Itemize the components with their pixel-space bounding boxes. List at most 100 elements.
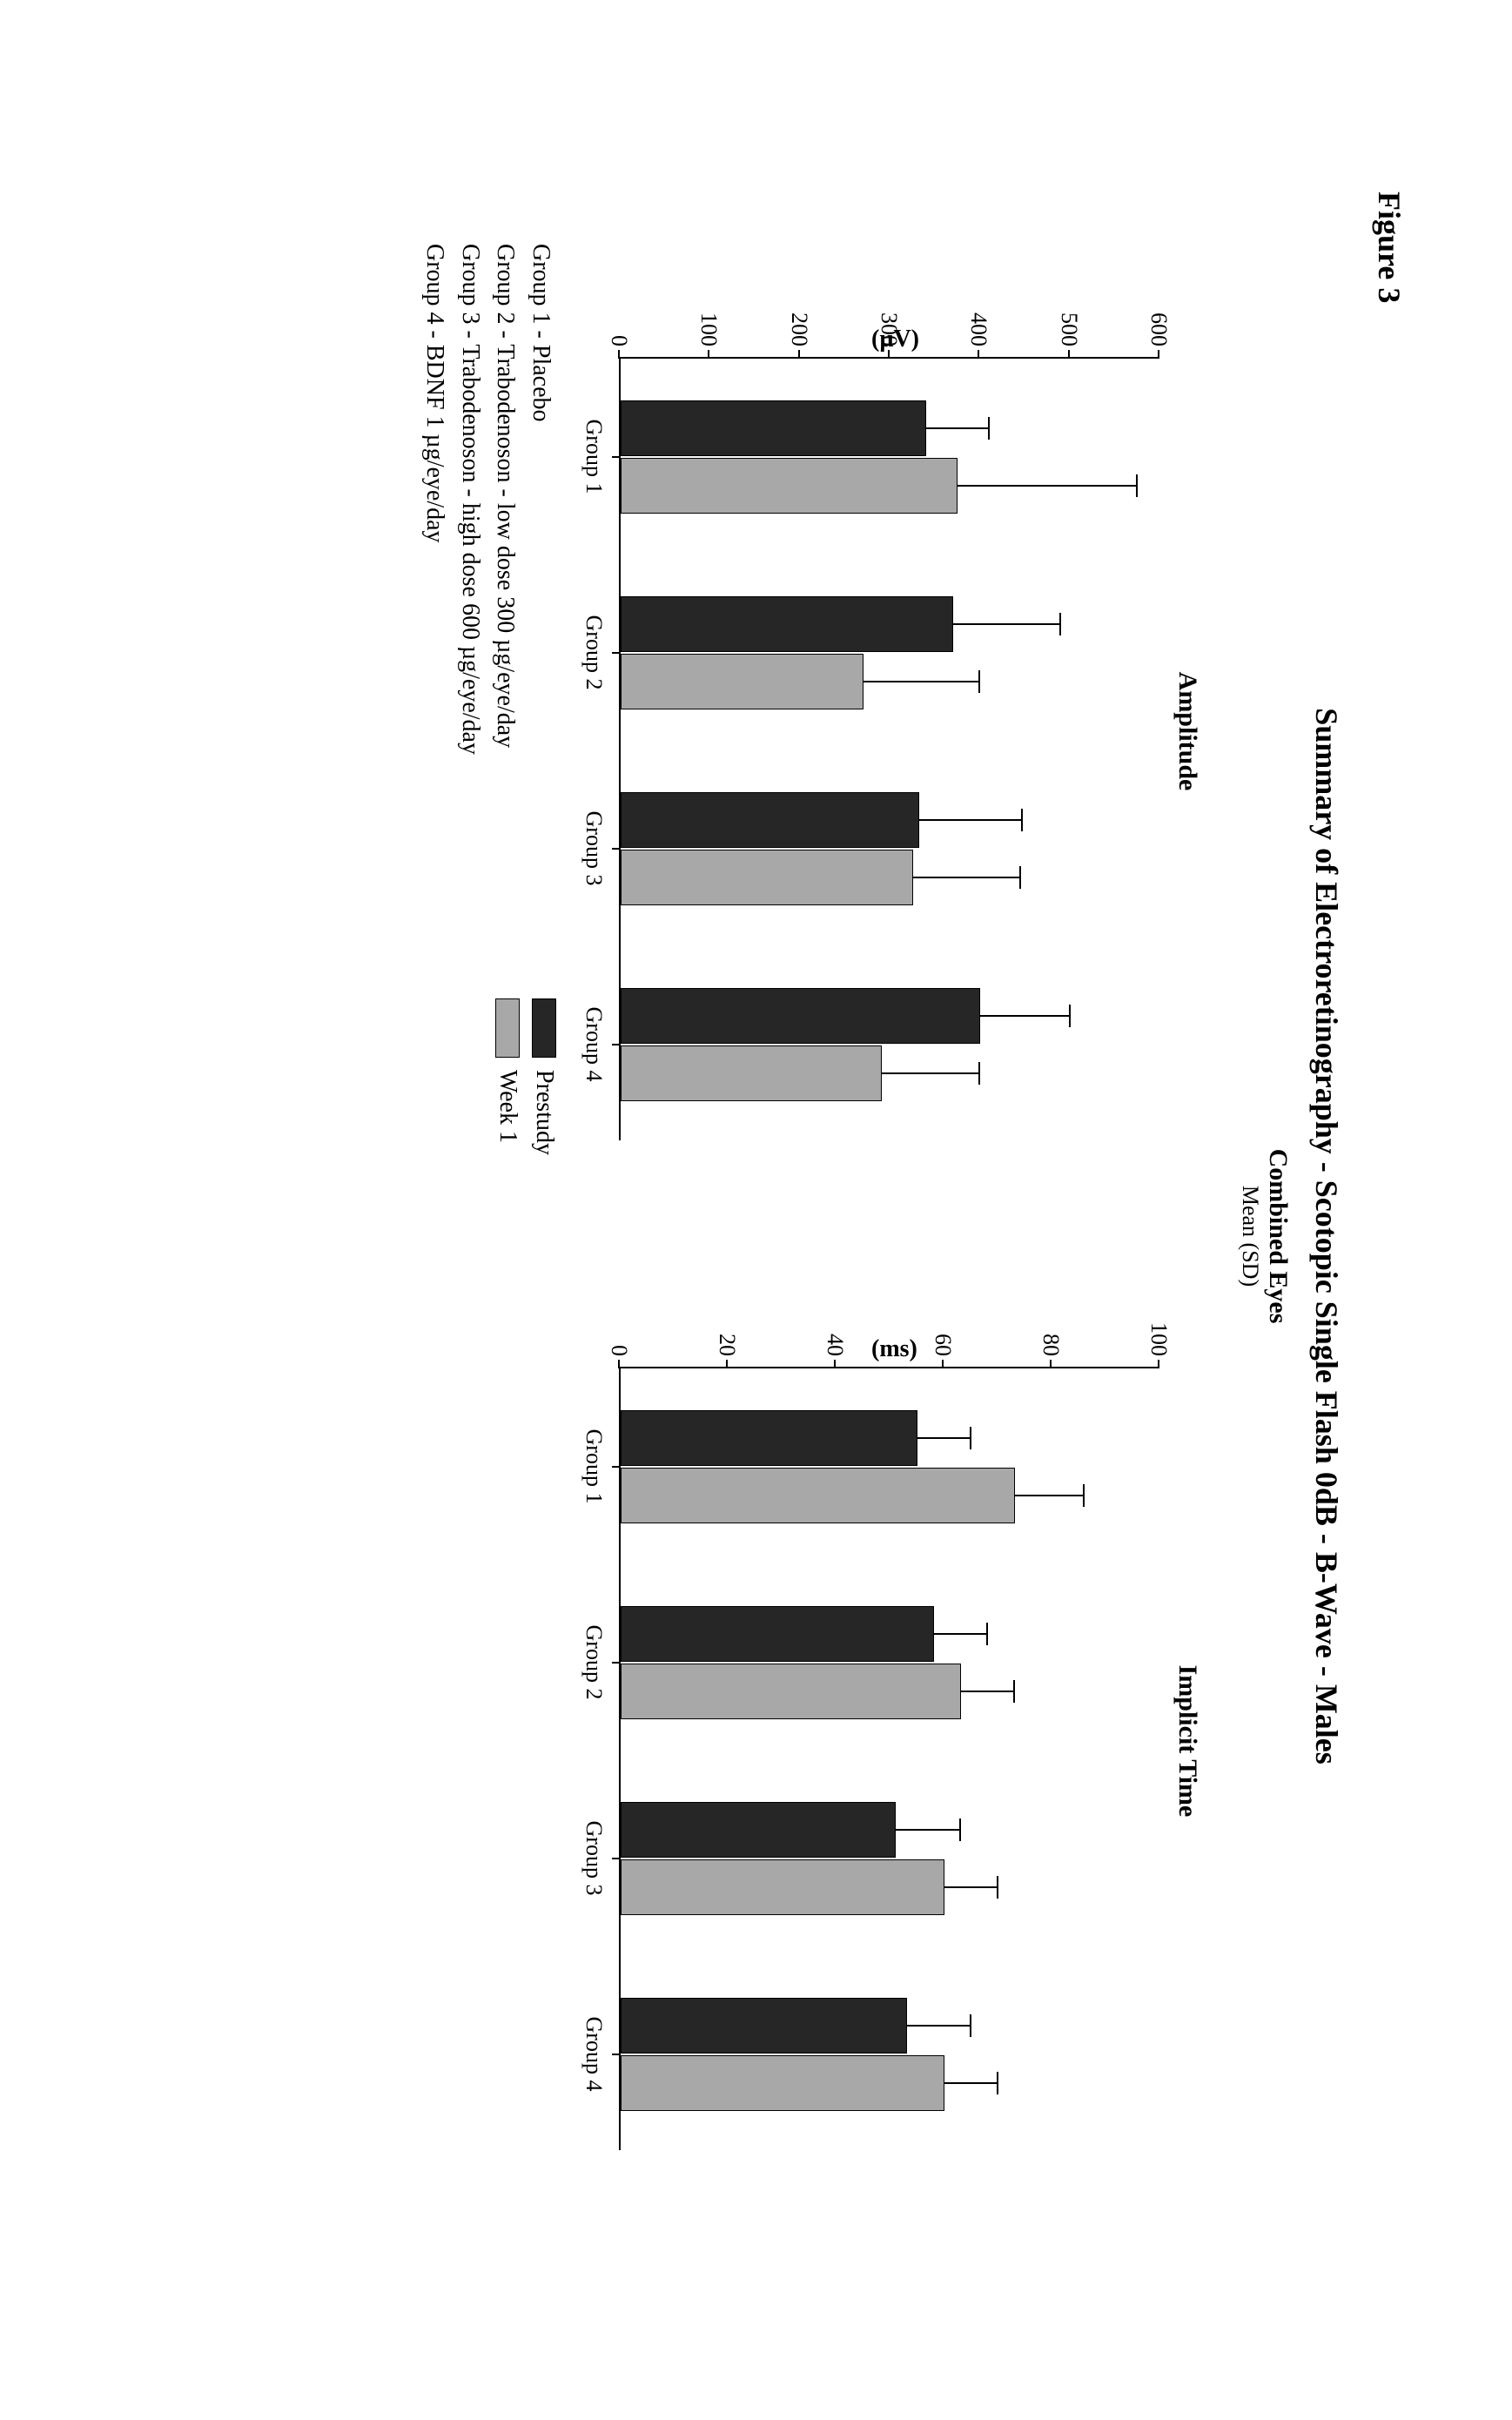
- bar-prestudy: [621, 988, 980, 1044]
- error-cap: [986, 1623, 988, 1645]
- chart-amplitude: 0100200300400500600Group 1Group 2Group 3…: [619, 357, 1159, 1140]
- y-tick: [708, 350, 709, 359]
- y-tick-label: 400: [965, 313, 991, 346]
- legend-swatch-week1: [495, 998, 520, 1058]
- bar-group: [621, 1606, 961, 1719]
- error-cap: [978, 670, 980, 693]
- bar-week1: [621, 2055, 944, 2111]
- error-bar: [944, 2082, 998, 2084]
- x-tick-label: Group 2: [581, 615, 607, 690]
- error-cap: [1021, 809, 1023, 831]
- y-tick: [618, 350, 620, 359]
- bar-week1: [621, 1045, 882, 1101]
- x-tick-label: Group 4: [581, 1007, 607, 1082]
- legend-item-prestudy: Prestudy: [530, 998, 558, 1155]
- bottom-row: Group 1 - PlaceboGroup 2 - Trabodenoson …: [417, 192, 558, 2281]
- y-tick: [726, 1360, 728, 1368]
- y-tick-label: 300: [876, 313, 902, 346]
- y-tick-label: 60: [930, 1334, 956, 1356]
- error-bar: [960, 1691, 1014, 1692]
- bar-prestudy: [621, 792, 919, 848]
- chart-implicit: 020406080100Group 1Group 2Group 3Group 4: [619, 1367, 1159, 2150]
- group-definition-line: Group 3 - Trabodenoson - high dose 600 µ…: [452, 244, 487, 755]
- error-bar: [958, 485, 1138, 487]
- legend-swatch-prestudy: [532, 998, 556, 1058]
- y-tick: [1050, 1360, 1052, 1368]
- x-tick: [612, 2054, 621, 2055]
- bar-week1: [621, 1468, 1015, 1523]
- y-tick: [834, 1360, 836, 1368]
- y-tick-label: 200: [786, 313, 812, 346]
- group-definition-line: Group 4 - BDNF 1 µg/eye/day: [417, 244, 453, 755]
- y-tick-label: 100: [1146, 1322, 1172, 1356]
- error-cap: [997, 2072, 998, 2094]
- y-tick: [942, 1360, 944, 1368]
- x-tick: [612, 1044, 621, 1045]
- y-tick: [978, 350, 979, 359]
- error-cap: [997, 1876, 998, 1899]
- panels-row: Amplitude (µV)0100200300400500600Group 1G…: [619, 192, 1202, 2281]
- y-tick-label: 600: [1146, 313, 1172, 346]
- rotated-page-wrapper: Figure 3 Summary of Electroretinography …: [0, 0, 1512, 2420]
- error-bar: [917, 1437, 971, 1439]
- error-cap: [1083, 1484, 1085, 1507]
- error-bar: [979, 1015, 1069, 1017]
- bar-group: [621, 1998, 944, 2111]
- y-tick-label: 0: [606, 335, 632, 346]
- error-cap: [1136, 474, 1138, 497]
- x-tick: [612, 848, 621, 850]
- chart-region: (µV)0100200300400500600Group 1Group 2Gro…: [619, 322, 1159, 1140]
- error-bar: [906, 2025, 971, 2027]
- bar-group: [621, 596, 953, 709]
- figure-label: Figure 3: [1371, 192, 1408, 2281]
- x-tick: [612, 456, 621, 458]
- error-cap: [1059, 613, 1061, 635]
- error-bar: [895, 1829, 959, 1831]
- x-tick-label: Group 3: [581, 811, 607, 886]
- bar-group: [621, 1802, 944, 1915]
- panel-implicit: Implicit Time(ms)020406080100Group 1Grou…: [619, 1332, 1202, 2150]
- error-cap: [988, 417, 990, 440]
- x-tick-label: Group 2: [581, 1625, 607, 1700]
- bar-prestudy: [621, 400, 926, 456]
- bar-group: [621, 988, 980, 1101]
- panel-title: Amplitude: [1173, 672, 1202, 791]
- y-tick: [888, 350, 890, 359]
- y-axis-label: (ms): [871, 1335, 906, 1363]
- error-cap: [978, 1062, 980, 1085]
- x-tick: [612, 1662, 621, 1664]
- bar-week1: [621, 458, 958, 514]
- bar-group: [621, 1410, 1015, 1523]
- error-cap: [1013, 1680, 1015, 1703]
- error-cap: [1069, 1005, 1071, 1027]
- figure-container: Figure 3 Summary of Electroretinography …: [312, 0, 1512, 2420]
- bar-prestudy: [621, 1410, 917, 1466]
- y-tick: [1068, 350, 1070, 359]
- y-tick: [618, 1360, 620, 1368]
- bar-prestudy: [621, 1998, 907, 2054]
- bar-prestudy: [621, 1606, 934, 1662]
- panel-amplitude: Amplitude (µV)0100200300400500600Group 1G…: [619, 322, 1202, 1140]
- legend-item-week1: Week 1: [494, 998, 521, 1155]
- error-bar: [944, 1886, 998, 1888]
- chart-region: (ms) 020406080100Group 1Group 2Group 3Gro…: [619, 1332, 1159, 2150]
- y-tick: [1158, 1360, 1159, 1368]
- error-bar: [881, 1072, 980, 1074]
- bar-week1: [621, 1859, 944, 1915]
- error-bar: [952, 623, 1060, 625]
- bar-group: [621, 792, 919, 905]
- x-tick-label: Group 1: [581, 1429, 607, 1504]
- bar-prestudy: [621, 596, 953, 652]
- legend: Prestudy Week 1: [494, 998, 558, 1155]
- y-tick-label: 20: [714, 1334, 740, 1356]
- figure-subsubtitle: Mean (SD): [1237, 192, 1263, 2281]
- y-tick: [1158, 350, 1159, 359]
- group-definition-line: Group 1 - Placebo: [522, 244, 558, 755]
- x-tick-label: Group 1: [581, 420, 607, 494]
- figure-title: Summary of Electroretinography - Scotopi…: [1308, 192, 1345, 2281]
- x-tick: [612, 1466, 621, 1468]
- x-tick-label: Group 4: [581, 2017, 607, 2092]
- legend-label: Week 1: [494, 1070, 521, 1143]
- y-tick-label: 100: [696, 313, 722, 346]
- y-tick-label: 500: [1056, 313, 1082, 346]
